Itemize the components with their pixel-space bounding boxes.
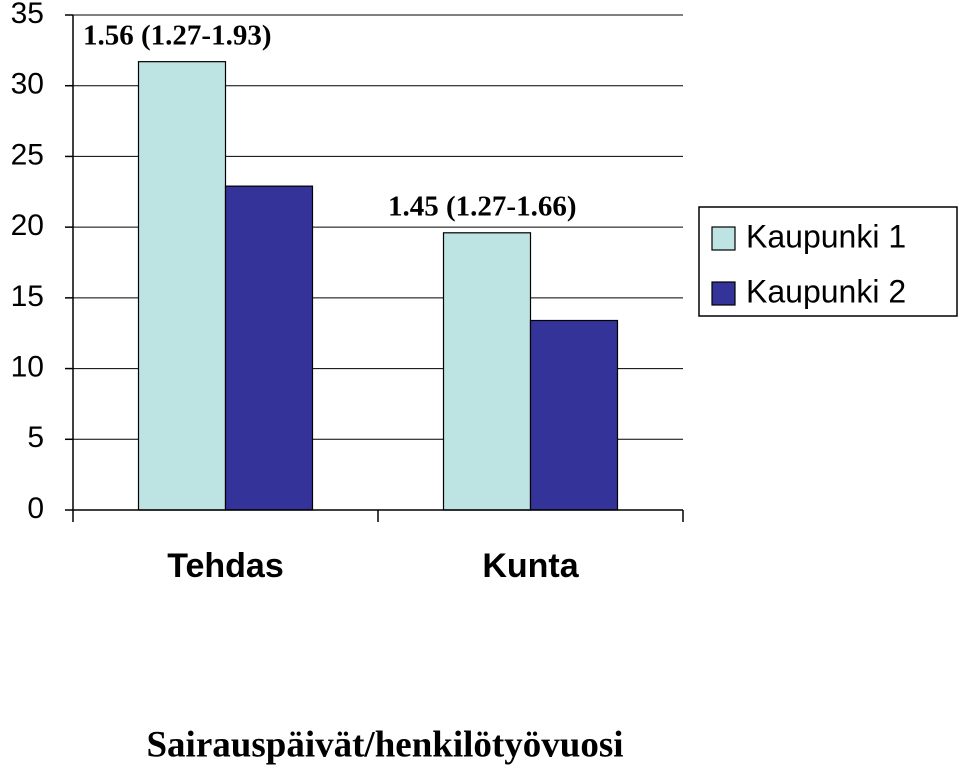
bar [529, 319, 619, 511]
y-tick-label: 5 [27, 421, 44, 454]
y-tick-label: 35 [11, 0, 44, 30]
bar [137, 61, 227, 511]
legend-label: Kaupunki 2 [746, 273, 906, 309]
y-tick-label: 10 [11, 350, 44, 383]
y-tick-label: 0 [27, 492, 44, 525]
y-tick-label: 20 [11, 209, 44, 242]
bar [224, 185, 314, 511]
x-tick-label: Tehdas [167, 547, 284, 585]
legend-box [698, 206, 958, 317]
x-tick-label: Kunta [482, 547, 579, 585]
y-tick-label: 15 [11, 280, 44, 313]
bar [442, 232, 532, 511]
y-tick-label: 30 [11, 68, 44, 101]
legend-swatch [711, 281, 736, 306]
annotation: 1.56 (1.27-1.93) [83, 19, 271, 51]
y-tick-label: 25 [11, 138, 44, 171]
legend-label: Kaupunki 1 [746, 218, 906, 254]
annotation: 1.45 (1.27-1.66) [388, 190, 576, 222]
x-axis-label: Sairauspäivät/henkilötyövuosi [146, 724, 623, 765]
legend-swatch [711, 226, 736, 251]
